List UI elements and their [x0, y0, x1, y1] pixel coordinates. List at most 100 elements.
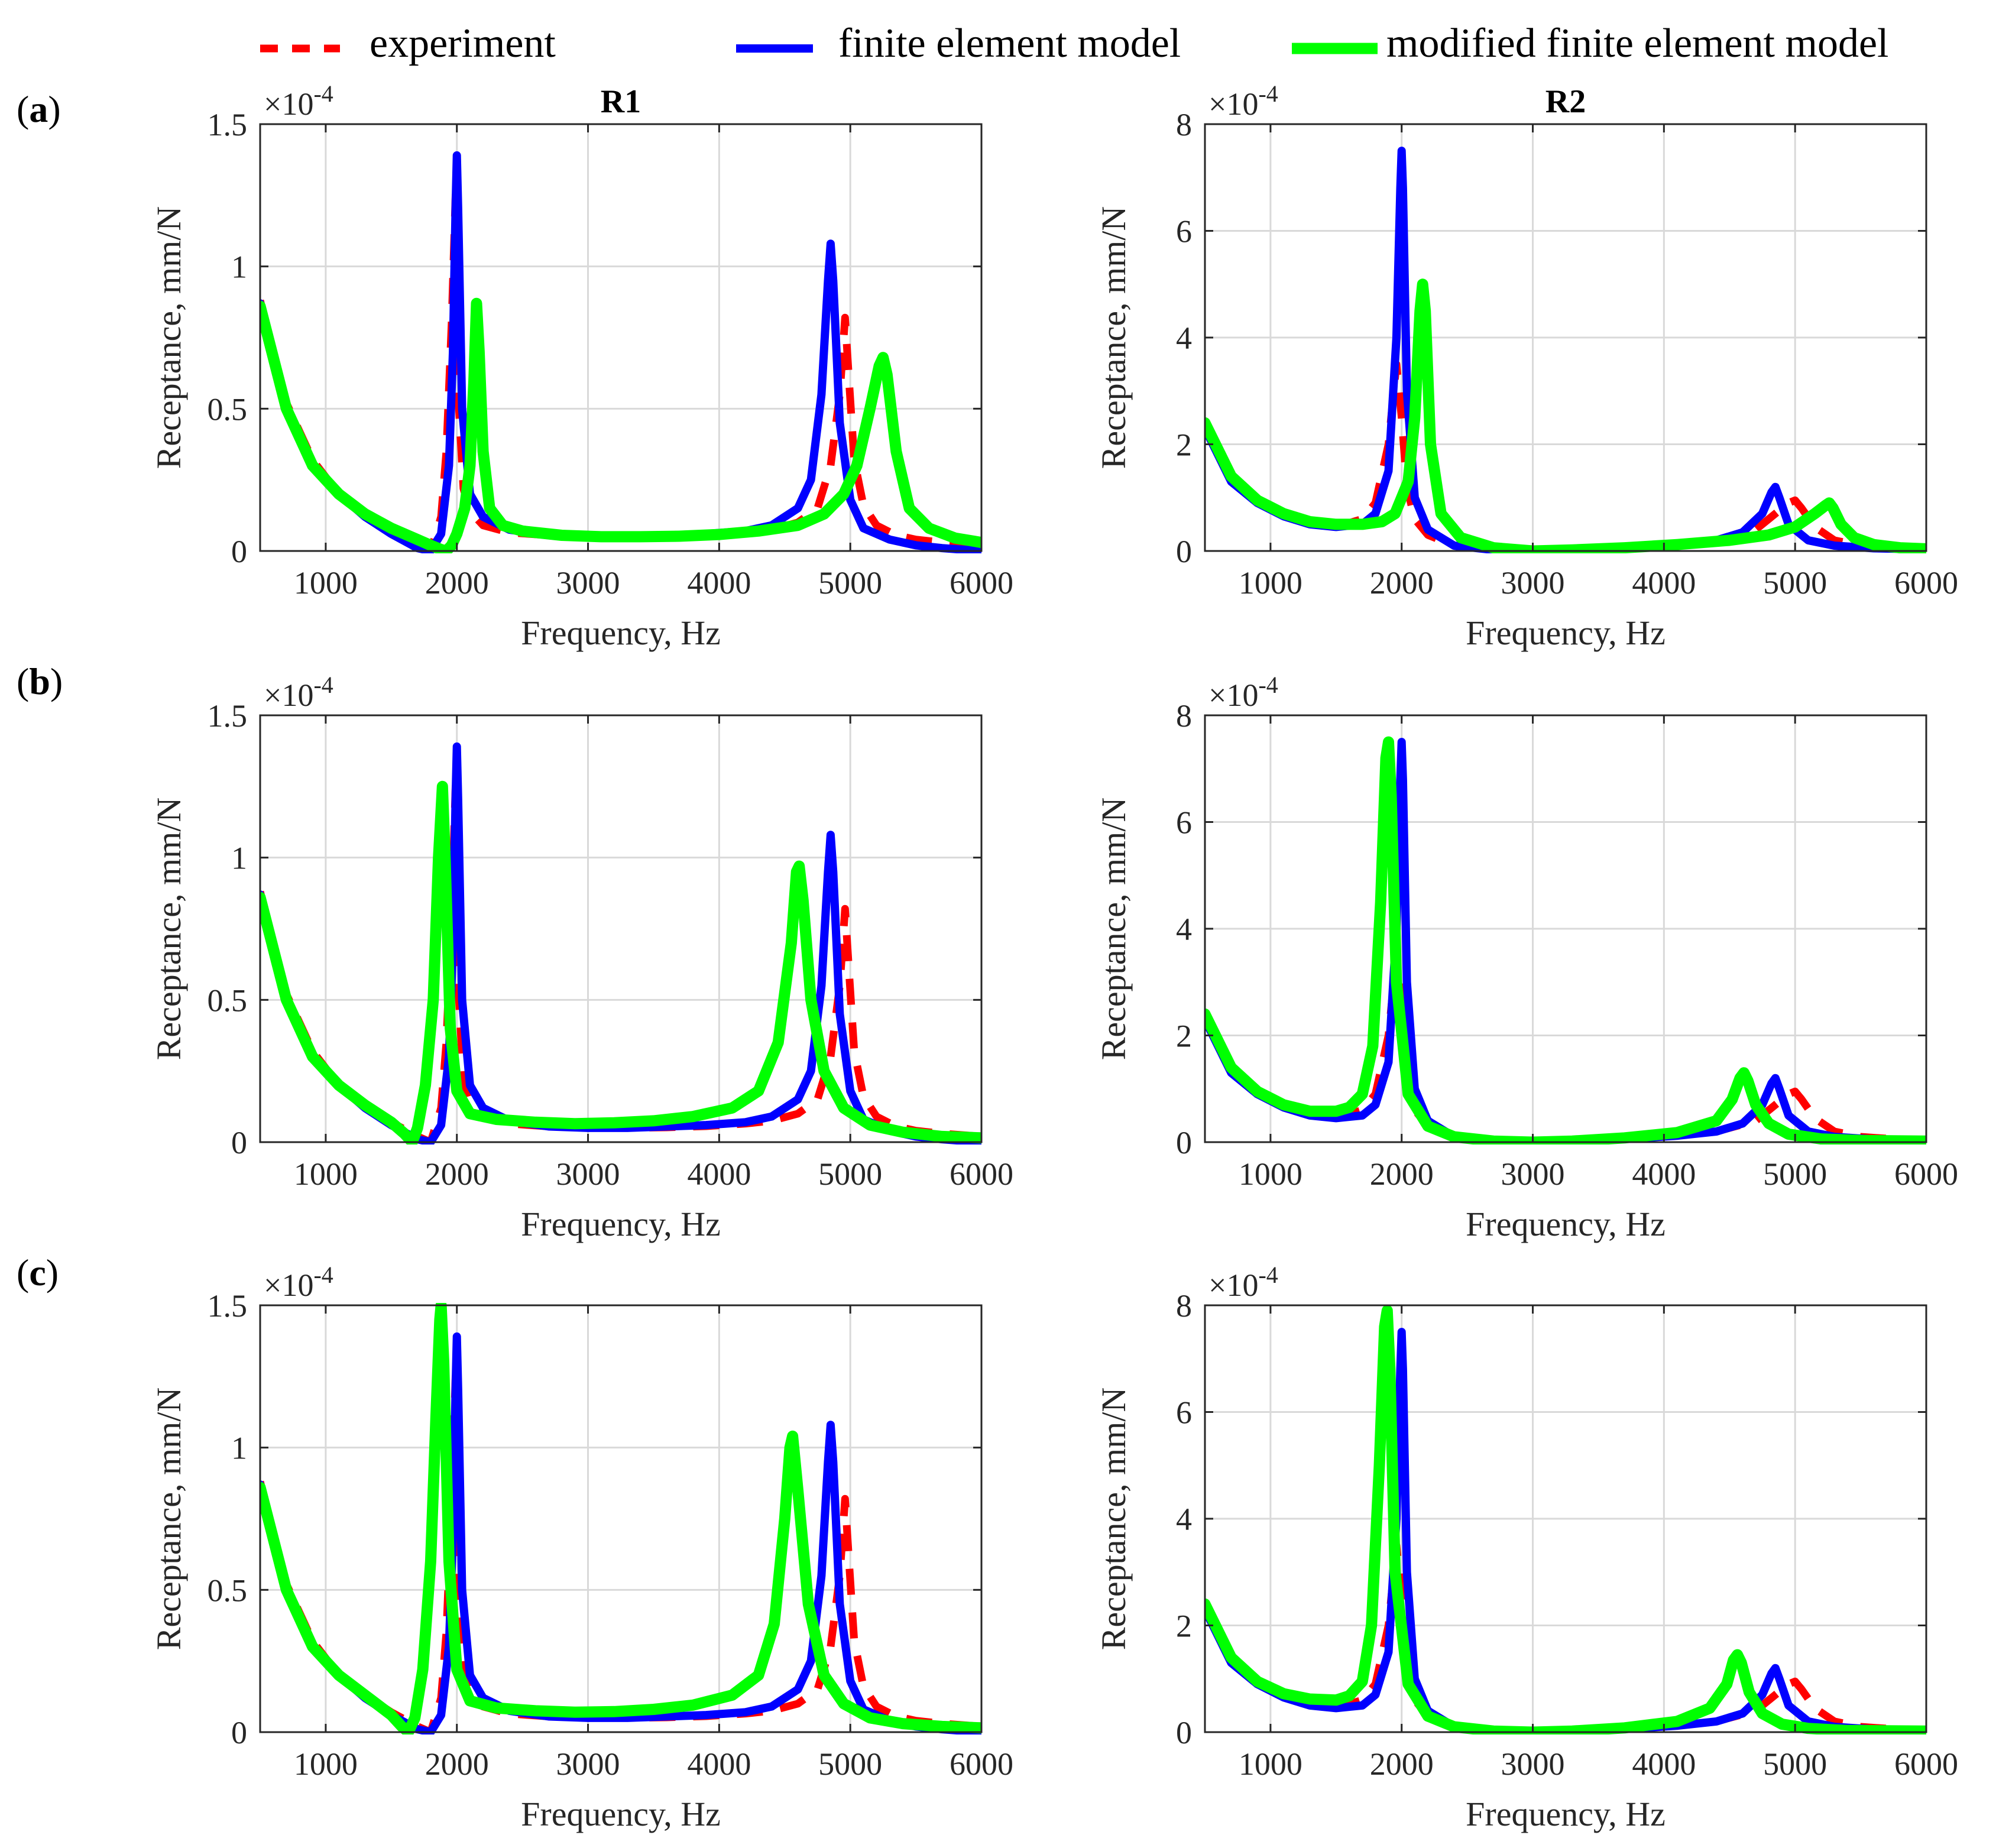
series-group [1205, 1305, 1926, 1734]
x-tick-label: 5000 [1763, 1156, 1827, 1192]
x-tick-label: 1000 [1239, 1156, 1302, 1192]
x-tick-label: 4000 [687, 1156, 751, 1192]
y-tick-label: 6 [1176, 1395, 1192, 1431]
panel-title: R1 [601, 83, 641, 120]
y-tick-label: 1.5 [208, 107, 248, 142]
x-tick-label: 5000 [818, 1746, 882, 1782]
y-tick-label: 2 [1176, 1019, 1192, 1054]
series-line-modified-finite-element-model [1205, 1305, 1926, 1734]
x-tick-label: 1000 [1239, 1746, 1302, 1782]
x-tick-label: 5000 [1763, 1746, 1827, 1782]
x-tick-label: 4000 [1632, 1156, 1696, 1192]
y-tick-label: 0 [231, 534, 247, 569]
y-tick-label: 0.5 [208, 983, 248, 1018]
y-tick-label: 8 [1176, 107, 1192, 142]
series-group [260, 742, 981, 1145]
y-tick-label: 1.5 [208, 1288, 248, 1324]
series-line-modified-finite-element-model [260, 1303, 981, 1734]
series-line-modified-finite-element-model [1205, 278, 1926, 553]
y-axis-label: Receptance, mm/N [1094, 797, 1133, 1061]
plot-area [260, 715, 981, 1142]
x-tick-label: 2000 [1370, 565, 1434, 601]
y-tick-label: 2 [1176, 1609, 1192, 1644]
x-tick-label: 1000 [1239, 565, 1302, 601]
y-tick-label: 4 [1176, 1502, 1192, 1537]
y-tick-label: 1 [231, 249, 247, 285]
series-group [260, 1303, 981, 1734]
x-tick-label: 4000 [1632, 565, 1696, 601]
y-tick-label: 2 [1176, 427, 1192, 463]
plot-area [260, 1305, 981, 1732]
x-axis-label: Frequency, Hz [521, 1795, 721, 1833]
y-multiplier: ×10-4 [1208, 1262, 1278, 1303]
panel-title: R2 [1545, 83, 1586, 120]
series-line-modified-finite-element-model [260, 297, 981, 553]
y-tick-label: 1 [231, 841, 247, 876]
legend-entry-1: experiment [260, 21, 556, 66]
legend: experiment finite element model modified f… [260, 21, 1888, 66]
axes-box [259, 1304, 983, 1733]
y-tick-label: 1.5 [208, 698, 248, 734]
legend-entry-3: modified finite element model [1292, 21, 1888, 66]
x-tick-label: 6000 [950, 1746, 1013, 1782]
y-multiplier: ×10-4 [264, 80, 333, 122]
x-axis-label: Frequency, Hz [521, 614, 721, 652]
x-tick-label: 3000 [556, 1156, 620, 1192]
x-tick-label: 3000 [556, 565, 620, 601]
series-group [1205, 736, 1926, 1145]
x-tick-label: 1000 [294, 1746, 358, 1782]
y-tick-label: 4 [1176, 320, 1192, 356]
row-label-b: (b) [17, 660, 63, 702]
y-tick-label: 0.5 [208, 1573, 248, 1608]
series-line-modified-finite-element-model [260, 780, 981, 1145]
y-multiplier: ×10-4 [264, 1262, 333, 1303]
y-tick-label: 0 [1176, 1715, 1192, 1750]
panel-a-R2: 1000 2000 3000 4000 5000 6000 0 2 4 6 8 ×10-4 R2 Freq… [1094, 80, 1958, 652]
x-tick-label: 5000 [1763, 565, 1827, 601]
x-tick-label: 3000 [1501, 1156, 1565, 1192]
panel-b-R2: 1000 2000 3000 4000 5000 6000 0 2 4 6 8 ×10-4 Freque… [1094, 672, 1958, 1243]
panel-b-R1: (b) 1000 2000 3000 4000 5000 6000 0 0.5 1 1.5 ×10-4… [17, 660, 1013, 1243]
x-tick-label: 2000 [1370, 1746, 1434, 1782]
legend-label-3: modified finite element model [1386, 21, 1888, 66]
panel-a-R1: (a) 1000 2000 3000 4000 5000 6000 0 0.5 1 1.5 ×10-4… [17, 80, 1013, 652]
y-axis-label: Receptance, mm/N [150, 206, 188, 469]
series-group [260, 151, 981, 553]
y-tick-label: 0.5 [208, 391, 248, 427]
legend-label-2: finite element model [838, 21, 1181, 66]
y-tick-label: 1 [231, 1431, 247, 1466]
x-tick-label: 4000 [687, 1746, 751, 1782]
series-group [1205, 147, 1926, 553]
y-tick-label: 6 [1176, 805, 1192, 841]
y-tick-label: 0 [1176, 1125, 1192, 1160]
x-tick-label: 2000 [425, 565, 489, 601]
x-axis-label: Frequency, Hz [1466, 614, 1666, 652]
panel-c-R1: (c) 1000 2000 3000 4000 5000 6000 0 0.5 1 1.5 ×10-4… [17, 1252, 1013, 1833]
y-multiplier: ×10-4 [264, 672, 333, 713]
x-tick-label: 5000 [818, 565, 882, 601]
x-tick-label: 6000 [1894, 1746, 1958, 1782]
x-tick-label: 4000 [687, 565, 751, 601]
y-multiplier: ×10-4 [1208, 672, 1278, 713]
x-axis-label: Frequency, Hz [1466, 1795, 1666, 1833]
y-axis-label: Receptance, mm/N [150, 1387, 188, 1651]
y-axis-label: Receptance, mm/N [1094, 206, 1133, 469]
x-tick-label: 6000 [1894, 565, 1958, 601]
x-tick-label: 3000 [1501, 565, 1565, 601]
y-tick-label: 0 [231, 1715, 247, 1750]
y-tick-label: 4 [1176, 912, 1192, 947]
row-label-a: (a) [17, 88, 61, 130]
legend-entry-2: finite element model [736, 21, 1181, 66]
x-axis-label: Frequency, Hz [1466, 1205, 1666, 1243]
x-tick-label: 3000 [556, 1746, 620, 1782]
y-multiplier: ×10-4 [1208, 80, 1278, 122]
x-tick-label: 2000 [425, 1746, 489, 1782]
axes-box [259, 714, 983, 1143]
legend-label-1: experiment [370, 21, 556, 66]
x-tick-label: 6000 [1894, 1156, 1958, 1192]
plot-area [260, 124, 981, 551]
x-tick-label: 6000 [950, 1156, 1013, 1192]
y-tick-label: 0 [231, 1125, 247, 1160]
panels: (a)1000 2000 3000 4000 5000 600000.511.5×10-4… [17, 80, 1958, 1833]
